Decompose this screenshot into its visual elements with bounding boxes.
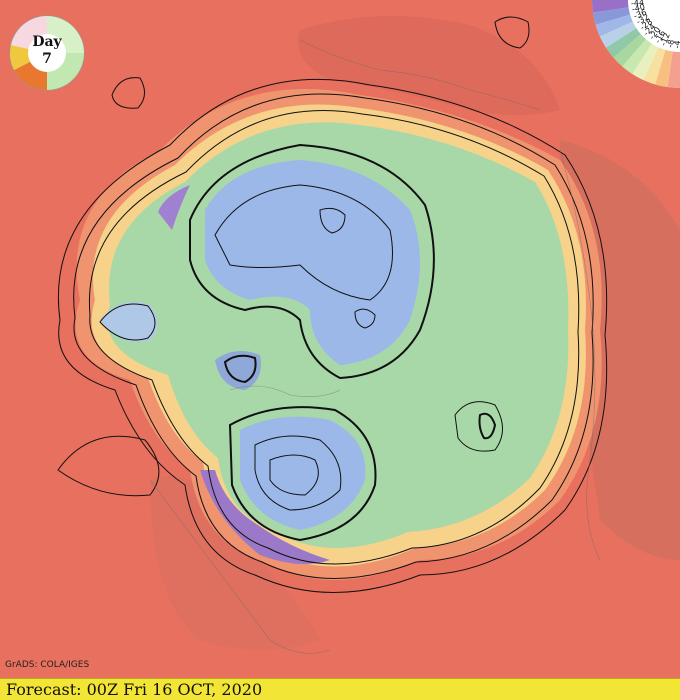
day-wheel-icon bbox=[9, 15, 85, 91]
day-label: Day bbox=[32, 34, 62, 50]
legend-center bbox=[629, 0, 680, 51]
landmass-europe bbox=[298, 16, 560, 115]
legend-swatch bbox=[605, 28, 641, 58]
coastlines bbox=[149, 39, 601, 654]
legend-swatch bbox=[592, 0, 629, 13]
legend-swatch bbox=[655, 49, 673, 88]
footer-bar: Forecast: 00Z Fri 16 OCT, 2020 bbox=[0, 678, 680, 700]
legend-swatch bbox=[667, 51, 680, 88]
landmass-america bbox=[150, 476, 320, 650]
purple-fringe-north bbox=[158, 185, 190, 230]
legend-swatch bbox=[632, 43, 659, 81]
cold-core-pacific bbox=[100, 302, 158, 342]
legend-swatch bbox=[595, 14, 633, 37]
legend-tick-label: -44 bbox=[630, 0, 645, 8]
legend-swatch bbox=[643, 47, 666, 85]
credit-text: GrADS: COLA/IGES bbox=[5, 660, 90, 670]
temperature-map bbox=[57, 16, 680, 654]
legend-swatch bbox=[622, 39, 652, 75]
day-badge: Day 7 bbox=[9, 15, 85, 91]
contour-lines bbox=[57, 16, 608, 593]
cold-core-arctic bbox=[205, 160, 420, 365]
cold-core-canada bbox=[240, 416, 366, 530]
legend-swatch bbox=[592, 7, 631, 25]
day-value: 7 bbox=[42, 51, 52, 67]
legend-wheel bbox=[592, 0, 680, 88]
forecast-label: Forecast: 00Z Fri 16 OCT, 2020 bbox=[6, 680, 263, 699]
legend-swatch bbox=[599, 21, 637, 48]
legend-swatch bbox=[613, 34, 646, 67]
color-legend: -4 -8 -12 -16 -20 -24 -28 -32 -36 -40 -44 bbox=[590, 0, 680, 96]
